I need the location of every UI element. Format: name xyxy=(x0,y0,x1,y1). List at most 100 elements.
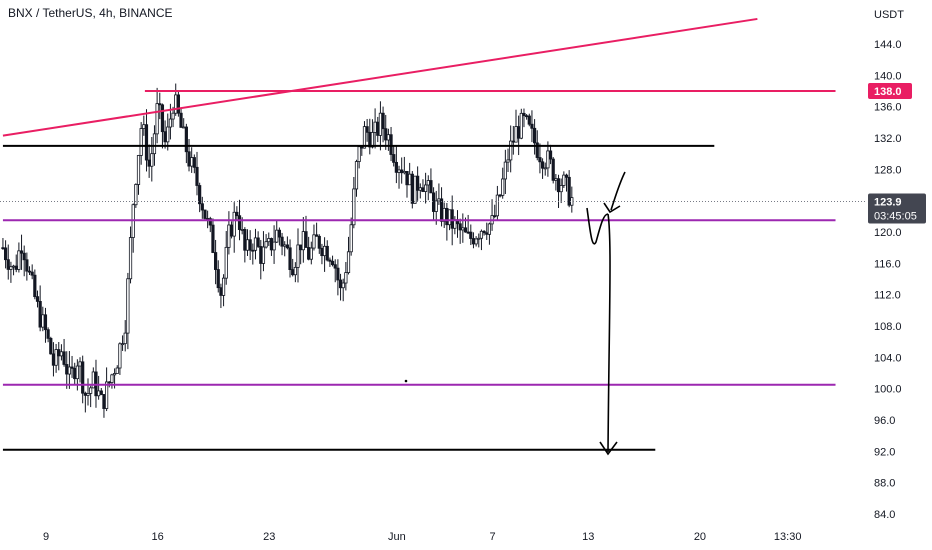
candle xyxy=(245,229,250,256)
candle xyxy=(517,115,521,156)
candle xyxy=(139,122,143,165)
candle xyxy=(30,264,34,280)
candle xyxy=(264,234,268,249)
candle xyxy=(357,145,361,169)
candle xyxy=(424,172,428,204)
candle xyxy=(17,242,21,273)
candle xyxy=(261,231,266,272)
candle xyxy=(118,342,122,375)
candle xyxy=(376,116,380,143)
candle xyxy=(312,224,316,251)
candle xyxy=(490,199,494,231)
candles xyxy=(1,83,574,418)
candle xyxy=(219,283,223,309)
candle xyxy=(469,224,473,246)
candle xyxy=(243,227,247,263)
candle xyxy=(163,120,167,149)
candle xyxy=(498,193,502,198)
candle xyxy=(328,257,332,267)
y-axis: USDT 84.0 88.0 92.0 96.0 100.0 104.0 108.0 112.0… xyxy=(874,9,904,521)
candle xyxy=(370,119,375,149)
candle xyxy=(283,241,287,257)
drawn-line-0[interactable] xyxy=(2,17,758,137)
y-tick-label: 104.0 xyxy=(874,352,902,364)
candle xyxy=(128,226,133,284)
candle xyxy=(99,388,103,396)
candle xyxy=(46,327,50,343)
candle xyxy=(567,170,571,208)
candle xyxy=(307,236,311,261)
candle xyxy=(267,232,271,246)
candle xyxy=(445,202,449,241)
candle xyxy=(110,373,114,389)
candle xyxy=(299,244,303,265)
candle xyxy=(501,167,505,199)
candle xyxy=(134,183,138,208)
candle xyxy=(235,206,239,222)
candle xyxy=(35,290,40,308)
x-tick-label: 23 xyxy=(263,531,275,543)
candle xyxy=(229,221,234,239)
candle xyxy=(251,243,255,265)
candle xyxy=(336,259,340,296)
candle xyxy=(115,365,119,374)
last-price-tag xyxy=(868,193,926,224)
candle xyxy=(38,285,42,332)
candle xyxy=(487,222,492,245)
candle xyxy=(522,108,526,128)
candle xyxy=(562,171,566,188)
candle xyxy=(22,245,26,277)
candle xyxy=(330,255,335,267)
candle xyxy=(362,121,367,149)
candle xyxy=(70,355,74,378)
candle xyxy=(405,171,409,198)
candle xyxy=(6,244,10,280)
candle xyxy=(402,156,406,175)
x-axis: 9 16 23 Jun 7 13 20 13:30 xyxy=(43,531,802,543)
candle xyxy=(11,264,16,276)
x-tick-label: 9 xyxy=(43,531,49,543)
candle xyxy=(315,222,319,237)
y-tick-label: 128.0 xyxy=(874,164,902,176)
candle xyxy=(527,113,531,127)
y-tick-label: 116.0 xyxy=(874,258,901,270)
price-tags: 138.0 123.9 03:45:05 xyxy=(868,83,926,224)
candle xyxy=(54,343,58,373)
candle xyxy=(214,239,218,285)
candle xyxy=(198,182,202,213)
candle xyxy=(349,217,353,256)
candle xyxy=(453,216,457,235)
candle xyxy=(1,238,5,250)
y-tick-label: 96.0 xyxy=(874,415,895,427)
last-price-tag-text: 123.9 xyxy=(874,196,902,208)
candle xyxy=(144,109,149,172)
hand-drawn-curve xyxy=(586,207,609,245)
candle xyxy=(275,220,279,244)
candle xyxy=(551,157,555,184)
x-tick-label: 16 xyxy=(152,531,164,543)
candle xyxy=(256,231,260,248)
target-arrow-head xyxy=(599,441,618,456)
candle xyxy=(89,385,93,408)
x-tick-label: 7 xyxy=(490,531,496,543)
candle xyxy=(301,216,305,263)
candle xyxy=(221,274,226,307)
candle xyxy=(418,183,422,199)
candle xyxy=(429,168,433,194)
candle xyxy=(288,239,292,278)
candle xyxy=(386,128,390,151)
candle xyxy=(86,378,90,406)
y-tick-label: 84.0 xyxy=(874,509,895,521)
y-tick-label: 144.0 xyxy=(874,39,902,51)
y-axis-unit: USDT xyxy=(874,9,904,21)
candle xyxy=(493,204,497,219)
candle xyxy=(509,125,513,173)
candle xyxy=(296,228,300,283)
candle xyxy=(525,114,529,120)
candle xyxy=(378,101,383,151)
candle xyxy=(41,306,45,332)
candle xyxy=(346,236,351,275)
candle xyxy=(514,109,518,143)
candle xyxy=(368,118,372,155)
